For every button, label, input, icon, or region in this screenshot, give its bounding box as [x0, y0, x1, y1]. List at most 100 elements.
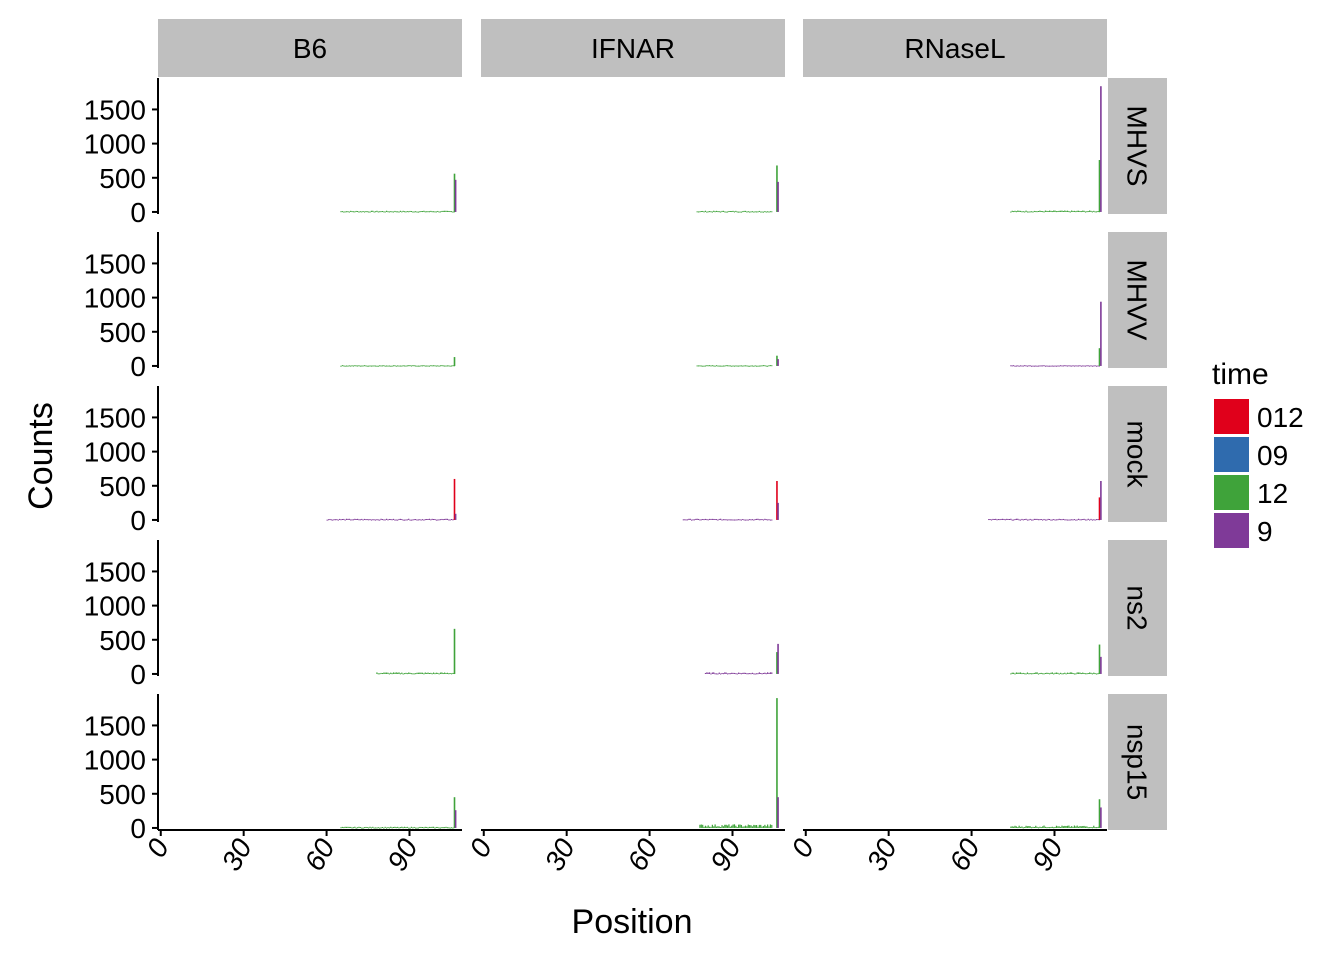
- bar: [1022, 827, 1024, 829]
- bar: [1036, 518, 1038, 520]
- bar: [754, 673, 756, 675]
- bar: [1075, 519, 1077, 521]
- bar: [767, 211, 769, 213]
- bar: [1090, 518, 1092, 520]
- bar: [348, 365, 350, 367]
- bar: [1076, 672, 1078, 674]
- facet-strip-col-label: RNaseL: [904, 33, 1005, 64]
- y-tick-label: 500: [99, 163, 146, 194]
- bar: [1024, 211, 1026, 213]
- bar: [1033, 827, 1035, 829]
- bar: [412, 365, 414, 367]
- bar: [365, 826, 367, 828]
- bar: [1031, 519, 1033, 521]
- bar: [368, 211, 370, 213]
- bar: [1064, 519, 1066, 521]
- bar: [359, 827, 361, 829]
- bar: [362, 211, 364, 213]
- bar: [399, 673, 402, 675]
- bar: [707, 519, 709, 521]
- bar: [379, 519, 381, 521]
- bar: [713, 518, 715, 520]
- bar: [1061, 210, 1063, 212]
- bar: [344, 211, 346, 213]
- bar: [428, 518, 431, 520]
- bar: [329, 518, 331, 520]
- bar: [753, 673, 755, 675]
- bar: [340, 519, 342, 521]
- bar: [337, 519, 339, 521]
- bar: [746, 519, 748, 521]
- bar: [696, 211, 698, 213]
- bar: [750, 365, 752, 367]
- bar: [762, 365, 765, 367]
- bar: [1050, 672, 1052, 674]
- bar: [1011, 365, 1013, 367]
- bar: [702, 210, 704, 212]
- bar: [445, 210, 447, 212]
- bar: [1060, 826, 1062, 828]
- bar: [1048, 365, 1051, 367]
- bar: [419, 519, 421, 521]
- facet-panel-MHVV-B6: [340, 357, 456, 367]
- bar: [1015, 672, 1017, 674]
- legend-key: [1214, 513, 1249, 548]
- bar: [362, 827, 364, 829]
- bar: [747, 673, 749, 675]
- bar: [1022, 519, 1024, 521]
- bar: [755, 211, 758, 213]
- bar: [452, 827, 454, 829]
- bar: [1090, 826, 1092, 828]
- peak-bar: [776, 652, 778, 674]
- bar: [1036, 211, 1038, 213]
- bar: [1062, 518, 1064, 520]
- y-tick-label: 1500: [84, 556, 146, 587]
- bar: [993, 518, 995, 520]
- bar: [1013, 211, 1015, 213]
- bar: [746, 365, 748, 367]
- bar: [351, 211, 353, 213]
- facet-strip-col-label: B6: [293, 33, 327, 64]
- bar: [435, 672, 437, 674]
- bar: [1017, 365, 1019, 367]
- bar: [717, 826, 719, 828]
- bar: [363, 518, 366, 520]
- bar: [753, 365, 755, 367]
- bar: [403, 365, 406, 367]
- bar: [757, 826, 759, 828]
- bar: [729, 365, 731, 367]
- bar: [1035, 365, 1037, 367]
- bar: [724, 519, 726, 521]
- bar: [1098, 365, 1100, 367]
- bar: [1046, 519, 1048, 521]
- x-tick-label: 60: [943, 833, 986, 876]
- bar: [384, 826, 386, 828]
- bar: [751, 365, 754, 367]
- facet-strip-col: [803, 19, 1107, 77]
- bar: [707, 211, 709, 213]
- bar: [696, 365, 698, 367]
- bar: [760, 519, 762, 521]
- bar: [718, 365, 720, 367]
- bar: [724, 672, 726, 674]
- facet-strip-row-label: ns2: [1122, 585, 1153, 630]
- bar: [735, 825, 737, 828]
- bar: [377, 211, 379, 213]
- legend-key: [1214, 475, 1249, 510]
- bar: [703, 826, 705, 828]
- bar: [757, 518, 759, 520]
- bar: [724, 365, 726, 367]
- bar: [1032, 673, 1034, 675]
- bar: [1029, 673, 1031, 675]
- bar: [394, 210, 396, 212]
- bar: [758, 672, 760, 674]
- bar: [1084, 519, 1087, 521]
- bar: [452, 672, 454, 674]
- bar: [372, 365, 374, 367]
- bar: [379, 827, 381, 829]
- bar: [717, 673, 719, 675]
- bar: [343, 211, 345, 213]
- bar: [365, 365, 367, 367]
- bar: [358, 365, 360, 367]
- bar: [448, 519, 450, 521]
